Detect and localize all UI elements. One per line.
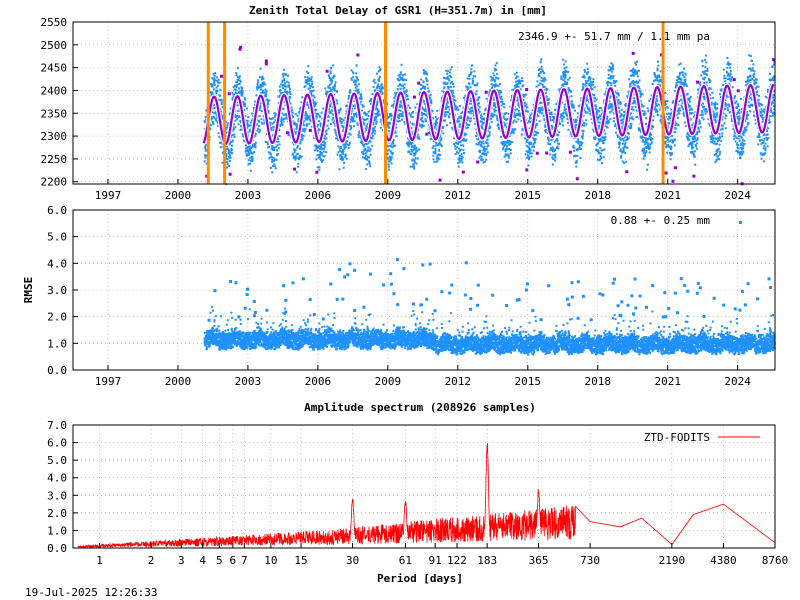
spectrum-xtick-label: 2 xyxy=(148,554,155,567)
spectrum-frame xyxy=(72,424,776,549)
ztd-fit-curve xyxy=(202,83,775,145)
rmse-ylabel: RMSE xyxy=(22,277,35,304)
spectrum-xtick-label: 91 xyxy=(429,554,442,567)
spectrum-xtick-label: 183 xyxy=(477,554,497,567)
spectrum-xtick-label: 6 xyxy=(230,554,237,567)
spectrum-title: Amplitude spectrum (208926 samples) xyxy=(304,401,536,414)
rmse-scatter-points xyxy=(203,258,776,356)
spectrum-xtick-label: 30 xyxy=(346,554,359,567)
spectrum-xtick-label: 2190 xyxy=(659,554,686,567)
spectrum-xtick-label: 3 xyxy=(178,554,185,567)
rmse-xtick-label: 2018 xyxy=(585,375,612,388)
ztd-title: Zenith Total Delay of GSR1 (H=351.7m) in… xyxy=(249,4,547,17)
spectrum-data xyxy=(77,443,776,549)
ztd-frame xyxy=(72,21,776,185)
ztd-ytick-label: 2200 xyxy=(41,176,68,189)
ztd-xtick-label: 2009 xyxy=(375,189,402,202)
spectrum-xtick-label: 4 xyxy=(199,554,206,567)
rmse-frame xyxy=(72,209,776,371)
rmse-xtick-label: 2003 xyxy=(235,375,262,388)
spectrum-ytick-label: 1.0 xyxy=(47,524,67,537)
rmse-ytick-label: 0.0 xyxy=(47,364,67,377)
rmse-xtick-label: 2021 xyxy=(654,375,681,388)
spectrum-xtick-label: 365 xyxy=(529,554,549,567)
ztd-xtick-label: 2012 xyxy=(445,189,472,202)
rmse-xtick-label: 2012 xyxy=(445,375,472,388)
rmse-ytick-label: 4.0 xyxy=(47,257,67,270)
spectrum-xlabel: Period [days] xyxy=(377,572,463,585)
rmse-xtick-label: 2024 xyxy=(724,375,751,388)
ztd-annotation: 2346.9 +- 51.7 mm / 1.1 mm pa xyxy=(518,30,710,43)
rmse-ticks: 0.0 1.0 2.0 3.0 4.0 5.0 6.0 1997 2000 2003 2006 200… xyxy=(47,204,751,388)
rmse-legend-point xyxy=(739,221,742,224)
spectrum-xtick-label: 15 xyxy=(294,554,307,567)
spectrum-ytick-label: 6.0 xyxy=(47,437,67,450)
spectrum-ytick-label: 2.0 xyxy=(47,507,67,520)
ztd-ytick-label: 2250 xyxy=(41,153,68,166)
rmse-ytick-label: 5.0 xyxy=(47,231,67,244)
spectrum-ytick-label: 4.0 xyxy=(47,472,67,485)
spectrum-xtick-label: 730 xyxy=(580,554,600,567)
spectrum-xtick-label: 1 xyxy=(96,554,103,567)
ztd-xtick-label: 2021 xyxy=(654,189,681,202)
spectrum-legend-label: ZTD-FODITS xyxy=(644,431,710,444)
spectrum-xtick-label: 7 xyxy=(241,554,248,567)
rmse-xtick-label: 2015 xyxy=(515,375,542,388)
ztd-xtick-label: 2024 xyxy=(724,189,751,202)
rmse-xtick-label: 1997 xyxy=(95,375,122,388)
ztd-data xyxy=(201,22,776,186)
spectrum-xtick-label: 61 xyxy=(399,554,412,567)
rmse-annotation: 0.88 +- 0.25 mm xyxy=(611,214,711,227)
rmse-xtick-label: 2009 xyxy=(375,375,402,388)
spectrum-ytick-label: 7.0 xyxy=(47,419,67,432)
rmse-xtick-label: 2006 xyxy=(305,375,332,388)
rmse-ytick-label: 6.0 xyxy=(47,204,67,217)
spectrum-xtick-label: 5 xyxy=(216,554,223,567)
rmse-xtick-label: 2000 xyxy=(165,375,192,388)
rmse-ytick-label: 2.0 xyxy=(47,311,67,324)
ztd-ytick-label: 2350 xyxy=(41,107,68,120)
ztd-xtick-label: 2003 xyxy=(235,189,262,202)
spectrum-ticks: 0.0 1.0 2.0 3.0 4.0 5.0 6.0 7.0 1 2 3 4 5 6 7 10 15 30 61 9… xyxy=(47,419,788,567)
ztd-xtick-label: 2006 xyxy=(305,189,332,202)
rmse-ytick-label: 1.0 xyxy=(47,337,67,350)
rmse-data xyxy=(203,221,776,356)
ztd-ytick-label: 2300 xyxy=(41,130,68,143)
spectrum-xtick-label: 8760 xyxy=(762,554,789,567)
spectrum-ytick-label: 3.0 xyxy=(47,489,67,502)
footer-timestamp: 19-Jul-2025 12:26:33 xyxy=(25,586,157,599)
spectrum-line xyxy=(77,443,776,549)
ztd-ticks: 2200 2250 2300 2350 2400 2450 2500 2550 1997 2000… xyxy=(41,16,752,202)
spectrum-ytick-label: 5.0 xyxy=(47,454,67,467)
ztd-ytick-label: 2550 xyxy=(41,16,68,29)
ztd-ytick-label: 2500 xyxy=(41,39,68,52)
spectrum-xtick-label: 122 xyxy=(447,554,467,567)
spectrum-ytick-label: 0.0 xyxy=(47,542,67,555)
ztd-xtick-label: 2015 xyxy=(515,189,542,202)
spectrum-xtick-label: 10 xyxy=(264,554,277,567)
ztd-xtick-label: 2000 xyxy=(165,189,192,202)
spectrum-xtick-label: 4380 xyxy=(710,554,737,567)
ztd-ytick-label: 2400 xyxy=(41,84,68,97)
ztd-xtick-label: 2018 xyxy=(585,189,612,202)
ztd-xtick-label: 1997 xyxy=(95,189,122,202)
ztd-ytick-label: 2450 xyxy=(41,62,68,75)
rmse-ytick-label: 3.0 xyxy=(47,284,67,297)
